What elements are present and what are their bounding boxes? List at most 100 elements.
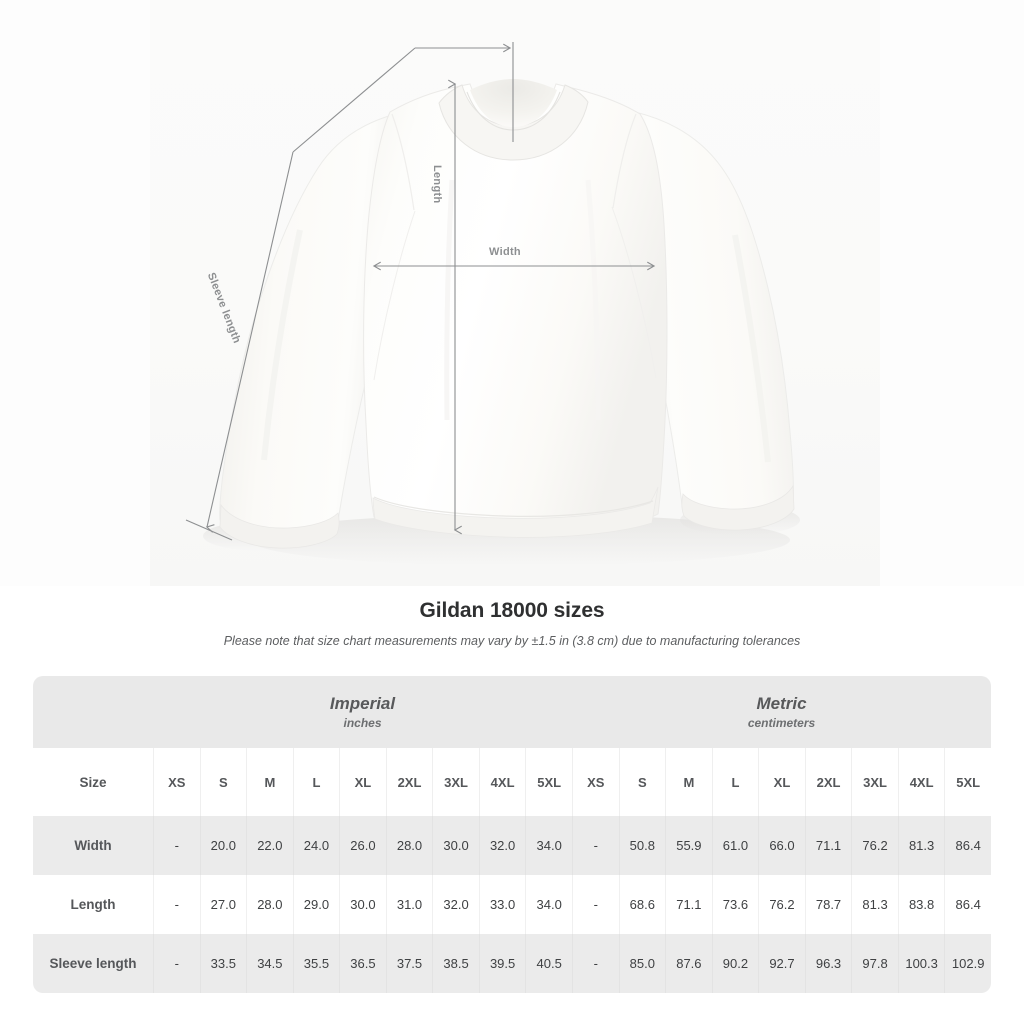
size-column-header-imperial-xl: XL — [339, 748, 386, 816]
size-column-header-imperial-4xl: 4XL — [478, 748, 526, 816]
cell-sleeve-length-metric-xs: - — [572, 934, 619, 993]
cell-width-metric-xl: 66.0 — [758, 816, 805, 875]
row-label-length: Length — [33, 875, 153, 934]
cell-length-imperial-xs: - — [153, 875, 200, 934]
size-header-row: Size XS S M L XL 2XL 3XL 4XL 5XL XS S M L XL 2XL 3XL 4XL 5… — [33, 748, 991, 816]
tolerance-note: Please note that size chart measurements… — [223, 634, 801, 648]
size-column-header-metric-3xl: 3XL — [851, 748, 898, 816]
cell-sleeve-length-imperial-s: 33.5 — [199, 934, 247, 993]
cell-sleeve-length-metric-l: 90.2 — [711, 934, 759, 993]
cell-width-imperial-s: 20.0 — [199, 816, 247, 875]
cell-sleeve-length-imperial-4xl: 39.5 — [478, 934, 526, 993]
cell-sleeve-length-imperial-m: 34.5 — [246, 934, 293, 993]
size-chart-table-wrapper: Imperial inches Metric centimeters Size XS S M L… — [33, 676, 991, 993]
page-title: Gildan 18000 sizes — [419, 599, 605, 622]
unit-group-header-row: Imperial inches Metric centimeters — [33, 676, 991, 748]
size-column-header-metric-l: L — [711, 748, 759, 816]
unit-group-name: Imperial — [329, 694, 396, 713]
cell-width-metric-xs: - — [572, 816, 619, 875]
cell-width-imperial-m: 22.0 — [246, 816, 293, 875]
cell-length-imperial-xl: 30.0 — [339, 875, 386, 934]
table-row-sleeve-length: Sleeve length -33.5 34.5 35.5 36.5 37.5 38.5 39… — [33, 934, 991, 993]
cell-sleeve-length-imperial-xs: - — [153, 934, 200, 993]
cell-width-metric-5xl: 86.4 — [944, 816, 991, 875]
size-column-header-imperial-2xl: 2XL — [385, 748, 433, 816]
cell-sleeve-length-imperial-3xl: 38.5 — [432, 934, 479, 993]
cell-length-metric-5xl: 86.4 — [944, 875, 991, 934]
cell-sleeve-length-metric-xl: 92.7 — [758, 934, 805, 993]
size-column-header-imperial-5xl: 5XL — [525, 748, 573, 816]
size-column-header-metric-m: M — [665, 748, 712, 816]
size-column-header-imperial-3xl: 3XL — [432, 748, 479, 816]
size-header-label: Size — [33, 748, 153, 816]
cell-length-imperial-2xl: 31.0 — [385, 875, 433, 934]
size-column-header-imperial-s: S — [199, 748, 247, 816]
cell-width-imperial-xl: 26.0 — [339, 816, 386, 875]
cell-width-imperial-xs: - — [153, 816, 200, 875]
cell-width-imperial-4xl: 32.0 — [478, 816, 526, 875]
cell-width-metric-2xl: 71.1 — [804, 816, 852, 875]
unit-group-metric: Metric centimeters — [572, 676, 991, 748]
cell-width-metric-m: 55.9 — [665, 816, 712, 875]
table-row-width: Width -20.0 22.0 24.0 26.0 28.0 30.0 32.0 34.0-5… — [33, 816, 991, 875]
cell-length-metric-xs: - — [572, 875, 619, 934]
length-annotation-label: Length — [431, 165, 443, 204]
size-column-header-metric-2xl: 2XL — [804, 748, 852, 816]
cell-length-imperial-5xl: 34.0 — [525, 875, 573, 934]
row-label-width: Width — [33, 816, 153, 875]
cell-length-imperial-s: 27.0 — [199, 875, 247, 934]
product-photo: Length Width Sleeve length — [150, 0, 880, 586]
cell-width-metric-s: 50.8 — [618, 816, 666, 875]
cell-length-imperial-m: 28.0 — [246, 875, 293, 934]
cell-sleeve-length-metric-s: 85.0 — [618, 934, 666, 993]
size-chart-table: Imperial inches Metric centimeters Size XS S M L… — [33, 676, 991, 993]
cell-sleeve-length-metric-3xl: 97.8 — [851, 934, 898, 993]
cell-length-metric-2xl: 78.7 — [804, 875, 852, 934]
unit-header-spacer — [33, 676, 153, 748]
cell-width-metric-4xl: 81.3 — [897, 816, 945, 875]
cell-length-imperial-4xl: 33.0 — [478, 875, 526, 934]
unit-group-name: Metric — [756, 694, 807, 713]
cell-sleeve-length-metric-4xl: 100.3 — [897, 934, 945, 993]
sweatshirt-illustration — [185, 42, 800, 566]
size-column-header-metric-s: S — [618, 748, 666, 816]
cell-width-metric-3xl: 76.2 — [851, 816, 898, 875]
cell-length-metric-3xl: 81.3 — [851, 875, 898, 934]
size-column-header-metric-xs: XS — [572, 748, 619, 816]
cell-length-metric-m: 71.1 — [665, 875, 712, 934]
cell-sleeve-length-metric-m: 87.6 — [665, 934, 712, 993]
size-column-header-imperial-m: M — [246, 748, 293, 816]
cell-width-imperial-l: 24.0 — [292, 816, 340, 875]
cell-length-metric-4xl: 83.8 — [897, 875, 945, 934]
size-column-header-imperial-xs: XS — [153, 748, 200, 816]
size-column-header-metric-xl: XL — [758, 748, 805, 816]
cell-sleeve-length-imperial-5xl: 40.5 — [525, 934, 573, 993]
width-annotation-label: Width — [489, 246, 521, 258]
cell-length-imperial-3xl: 32.0 — [432, 875, 479, 934]
size-column-header-imperial-l: L — [292, 748, 340, 816]
unit-group-subtitle: centimeters — [747, 716, 816, 730]
cell-length-imperial-l: 29.0 — [292, 875, 340, 934]
cell-width-imperial-5xl: 34.0 — [525, 816, 573, 875]
size-column-header-metric-5xl: 5XL — [944, 748, 991, 816]
chart-header: Gildan 18000 sizes Please note that size… — [0, 598, 1024, 649]
cell-sleeve-length-imperial-xl: 36.5 — [339, 934, 386, 993]
cell-length-metric-xl: 76.2 — [758, 875, 805, 934]
row-label-sleeve-length: Sleeve length — [33, 934, 153, 993]
cell-sleeve-length-imperial-l: 35.5 — [292, 934, 340, 993]
cell-width-imperial-3xl: 30.0 — [432, 816, 479, 875]
cell-sleeve-length-metric-2xl: 96.3 — [804, 934, 852, 993]
size-column-header-metric-4xl: 4XL — [897, 748, 945, 816]
cell-width-metric-l: 61.0 — [711, 816, 759, 875]
cell-length-metric-l: 73.6 — [711, 875, 759, 934]
sleeve-length-line — [205, 151, 294, 533]
sleeve-end-tick — [185, 519, 233, 541]
cell-sleeve-length-imperial-2xl: 37.5 — [385, 934, 433, 993]
unit-group-imperial: Imperial inches — [153, 676, 573, 748]
unit-group-subtitle: inches — [343, 716, 382, 730]
table-row-length: Length -27.0 28.0 29.0 30.0 31.0 32.0 33.0 34.0-… — [33, 875, 991, 934]
cell-length-metric-s: 68.6 — [618, 875, 666, 934]
cell-width-imperial-2xl: 28.0 — [385, 816, 433, 875]
sleeve-shoulder-line — [292, 47, 416, 153]
